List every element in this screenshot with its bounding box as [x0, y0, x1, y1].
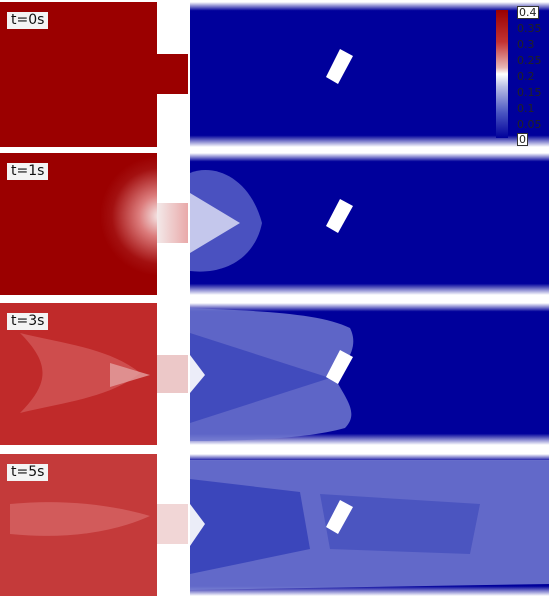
colorbar-tick: 0.2 [517, 70, 535, 83]
frame-t5-field [0, 454, 549, 596]
nozzle [157, 54, 188, 94]
obstacle [326, 49, 353, 84]
frame-t0-field [0, 2, 549, 147]
right-chamber [190, 2, 549, 147]
time-label: t=3s [7, 313, 49, 330]
obstacle [326, 500, 353, 534]
frame-t1-field [0, 153, 549, 295]
nozzle [157, 504, 188, 544]
frame-t3: t=3s [0, 303, 549, 451]
colorbar-tick-min: 0 [517, 133, 528, 146]
frame-t0: t=0s [0, 2, 549, 150]
time-label: t=5s [7, 464, 49, 481]
frame-t3-field [0, 303, 549, 445]
colorbar-tick: 0.05 [517, 118, 542, 131]
colorbar-tick: 0.3 [517, 38, 535, 51]
obstacle [326, 199, 353, 233]
colorbar-gradient [496, 10, 508, 138]
obstacle [326, 350, 353, 384]
colorbar-tick: 0.1 [517, 102, 535, 115]
time-label: t=0s [7, 12, 49, 29]
frame-t1: t=1s [0, 153, 549, 301]
colorbar-tick-max: 0.4 [517, 6, 539, 19]
frame-t5: t=5s [0, 454, 549, 602]
nozzle [157, 355, 188, 393]
colorbar-tick: 0.15 [517, 86, 542, 99]
colorbar: 0.4 0.35 0.3 0.25 0.2 0.15 0.1 0.05 0 [494, 6, 542, 146]
colorbar-tick: 0.25 [517, 54, 542, 67]
nozzle [157, 203, 188, 243]
time-label: t=1s [7, 163, 49, 180]
colorbar-tick: 0.35 [517, 22, 542, 35]
